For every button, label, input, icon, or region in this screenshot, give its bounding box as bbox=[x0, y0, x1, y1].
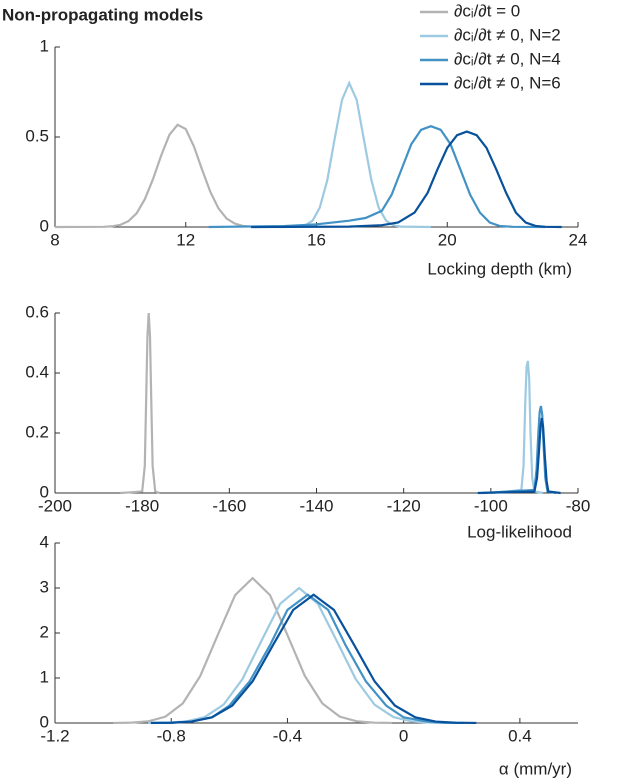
chart-title: Non-propagating models bbox=[2, 5, 203, 24]
y-tick-label: 1 bbox=[40, 36, 49, 55]
x-tick-label: 12 bbox=[176, 230, 195, 249]
density-line bbox=[113, 576, 393, 725]
density-line bbox=[147, 586, 451, 725]
y-tick-label: 1 bbox=[40, 667, 49, 686]
y-tick-label: 0 bbox=[40, 712, 49, 731]
density-line bbox=[120, 312, 160, 495]
y-tick-label: 0 bbox=[40, 482, 49, 501]
x-axis-label: Log-likelihood bbox=[467, 522, 572, 541]
x-tick-label: 20 bbox=[438, 230, 457, 249]
x-axis-label: Locking depth (km) bbox=[427, 259, 572, 278]
legend-label: ∂cᵢ/∂t ≠ 0, N=2 bbox=[454, 25, 561, 44]
x-tick-label: -140 bbox=[299, 496, 333, 515]
y-tick-label: 0 bbox=[40, 216, 49, 235]
x-tick-label: 24 bbox=[569, 230, 588, 249]
density-line bbox=[150, 593, 477, 725]
x-tick-label: 8 bbox=[50, 230, 59, 249]
legend-label: ∂cᵢ/∂t ≠ 0, N=6 bbox=[454, 73, 561, 92]
legend-label: ∂cᵢ/∂t = 0 bbox=[454, 1, 520, 20]
y-tick-label: 0.2 bbox=[25, 422, 49, 441]
legend-label: ∂cᵢ/∂t ≠ 0, N=4 bbox=[454, 49, 561, 68]
x-tick-label: 0.4 bbox=[508, 726, 532, 745]
x-axis-label: α (mm/yr) bbox=[499, 759, 572, 778]
y-tick-label: 2 bbox=[40, 622, 49, 641]
y-tick-label: 0.6 bbox=[25, 302, 49, 321]
density-line bbox=[490, 360, 544, 495]
density-line bbox=[150, 593, 465, 725]
y-tick-label: 0.4 bbox=[25, 362, 49, 381]
y-tick-label: 3 bbox=[40, 577, 49, 596]
x-tick-label: -180 bbox=[125, 496, 159, 515]
x-tick-label: -80 bbox=[566, 496, 591, 515]
x-tick-label: -1.2 bbox=[40, 726, 69, 745]
x-tick-label: -0.4 bbox=[273, 726, 302, 745]
x-tick-label: 0 bbox=[399, 726, 408, 745]
x-tick-label: -100 bbox=[474, 496, 508, 515]
x-tick-label: -160 bbox=[212, 496, 246, 515]
y-tick-label: 4 bbox=[40, 532, 49, 551]
x-tick-label: 16 bbox=[307, 230, 326, 249]
density-line bbox=[54, 123, 284, 229]
density-line bbox=[208, 125, 546, 229]
x-tick-label: -120 bbox=[387, 496, 421, 515]
density-line bbox=[251, 80, 431, 229]
density-line bbox=[251, 130, 562, 229]
x-tick-label: -0.8 bbox=[157, 726, 186, 745]
x-tick-label: -200 bbox=[38, 496, 72, 515]
y-tick-label: 0.5 bbox=[25, 126, 49, 145]
density-line bbox=[477, 417, 561, 495]
